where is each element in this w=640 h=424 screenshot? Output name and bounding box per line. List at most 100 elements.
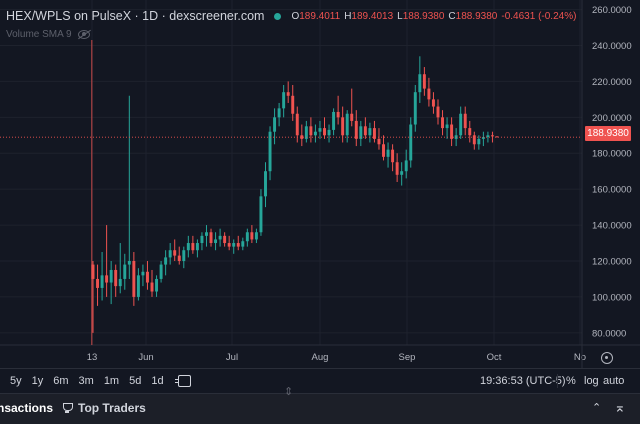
candle-body [127, 260, 131, 265]
volume-sma-label: Volume SMA 9 [6, 29, 72, 40]
candle-body [200, 235, 204, 244]
x-tick-label: Jun [138, 352, 153, 363]
tab-top-traders-label: Top Traders [78, 401, 146, 415]
candle-body [96, 278, 100, 288]
x-tick-label: 13 [87, 352, 98, 363]
eye-hidden-icon[interactable] [77, 30, 90, 39]
current-price-label: 188.9380 [585, 126, 631, 141]
candle-body [277, 108, 281, 118]
change-value: -0.4631 (-0.24%) [501, 10, 577, 22]
candle-body [386, 149, 390, 157]
percent-scale-toggle[interactable]: % [566, 375, 576, 387]
timeframe-3m[interactable]: 3m [78, 375, 94, 387]
candle-body [141, 271, 145, 276]
candle-body [191, 243, 195, 251]
candle-body [186, 243, 190, 251]
candle-body [268, 131, 272, 172]
resize-handle-icon[interactable]: ⇕ [284, 386, 294, 398]
y-tick-label: 240.0000 [592, 41, 632, 52]
candle-body [359, 126, 363, 139]
tab-transactions[interactable]: nsactions [0, 401, 54, 415]
trophy-icon [62, 402, 73, 414]
candle-body [155, 278, 159, 292]
candle-body [495, 136, 499, 138]
candle-body [250, 232, 254, 240]
volume-bar [91, 40, 93, 345]
gear-icon[interactable] [601, 352, 613, 364]
candle-body [395, 162, 399, 175]
candle-body [123, 264, 127, 279]
y-tick-label: 180.0000 [592, 149, 632, 160]
candle-body [109, 269, 113, 283]
x-tick-label: No [574, 352, 586, 363]
timeframe-6m[interactable]: 6m [53, 375, 69, 387]
high-value: 189.4013 [351, 10, 394, 22]
candle-body [241, 241, 245, 247]
y-tick-label: 80.0000 [592, 328, 626, 339]
candle-body [481, 137, 485, 139]
candle-body [400, 171, 404, 175]
toolbar-divider [557, 374, 558, 388]
log-scale-toggle[interactable]: log [584, 375, 599, 387]
collapse-icon[interactable]: ⌅ [614, 399, 626, 415]
candle-body [150, 282, 154, 292]
candle-body [477, 138, 481, 145]
candle-body [486, 135, 490, 138]
close-value: 188.9380 [455, 10, 498, 22]
candle-body [441, 117, 445, 129]
auto-scale-toggle[interactable]: auto [603, 375, 625, 387]
y-tick-label: 200.0000 [592, 113, 632, 124]
tab-top-traders[interactable]: Top Traders [62, 401, 146, 415]
timeframe-5d[interactable]: 5d [129, 375, 142, 387]
candle-body [468, 128, 472, 136]
volume-sma-legend[interactable]: Volume SMA 9 [6, 29, 90, 40]
candle-body [341, 117, 345, 136]
candle-body [91, 264, 95, 279]
y-tick-label: 120.0000 [592, 256, 632, 267]
candlestick-chart[interactable]: 260.0000 240.0000 220.0000 200.0000 180.0000… [0, 0, 640, 368]
candle-body [445, 124, 449, 129]
candle-body [218, 235, 222, 240]
y-tick-label: 220.0000 [592, 77, 632, 88]
x-tick-label: Oct [487, 352, 502, 363]
candle-body [404, 160, 408, 172]
candle-body [377, 138, 381, 145]
low-key: L [397, 10, 403, 22]
candle-body [372, 128, 376, 139]
price-chart[interactable]: 260.0000 240.0000 220.0000 200.0000 180.0000… [0, 0, 640, 368]
timeframe-5y[interactable]: 5y [10, 375, 22, 387]
y-tick-label: 100.0000 [592, 292, 632, 303]
candle-body [332, 111, 336, 130]
close-key: C [448, 10, 456, 22]
y-tick-label: 140.0000 [592, 221, 632, 232]
candle-body [327, 129, 331, 136]
candle-body [350, 113, 354, 121]
timeframe-1m[interactable]: 1m [103, 375, 120, 387]
candle-body [336, 111, 340, 118]
candle-body [223, 235, 227, 244]
timeframe-1y[interactable]: 1y [31, 375, 44, 387]
date-range-icon[interactable] [174, 375, 191, 387]
candle-body [195, 243, 199, 251]
candle-body [245, 232, 249, 242]
candle-body [259, 196, 263, 233]
y-tick-label: 160.0000 [592, 185, 632, 196]
candle-body [232, 243, 236, 247]
candle-body [168, 250, 172, 258]
candle-body [300, 135, 304, 139]
candle-body [291, 95, 295, 114]
expand-icon[interactable]: ⌃ [592, 402, 602, 414]
candle-body [418, 74, 422, 93]
candle-body [422, 74, 426, 89]
candle-body [273, 117, 277, 132]
clock-readout[interactable]: 19:36:53 (UTC-5) [480, 375, 566, 387]
y-tick-label: 260.0000 [592, 5, 632, 16]
timeframe-1d[interactable]: 1d [151, 375, 164, 387]
candle-body [309, 126, 313, 136]
x-tick-label: Aug [312, 352, 329, 363]
high-key: H [344, 10, 352, 22]
candle-body [159, 264, 163, 279]
chart-toolbar: 5y 1y 6m 3m 1m 5d 1d 19:36:53 (UTC-5) % … [0, 368, 640, 393]
candle-body [214, 239, 218, 244]
candle-body [363, 126, 367, 136]
